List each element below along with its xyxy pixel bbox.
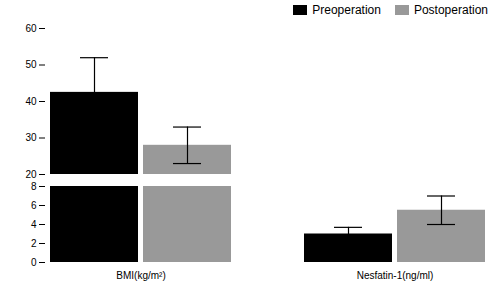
svg-text:Nesfatin-1(ng/ml): Nesfatin-1(ng/ml) [357,270,434,281]
svg-text:0: 0 [31,257,37,268]
svg-text:2: 2 [31,238,37,249]
svg-text:20: 20 [25,169,37,180]
svg-text:30: 30 [25,132,37,143]
svg-text:8: 8 [31,181,37,192]
svg-text:4: 4 [31,219,37,230]
svg-text:BMI(kg/m²): BMI(kg/m²) [116,270,165,281]
svg-text:6: 6 [31,200,37,211]
svg-text:60: 60 [25,23,37,34]
html-text:Preoperation: Preoperation [312,3,381,17]
svg-text:50: 50 [25,59,37,70]
svg-text:40: 40 [25,96,37,107]
html-text:Postoperation: Postoperation [413,3,488,17]
